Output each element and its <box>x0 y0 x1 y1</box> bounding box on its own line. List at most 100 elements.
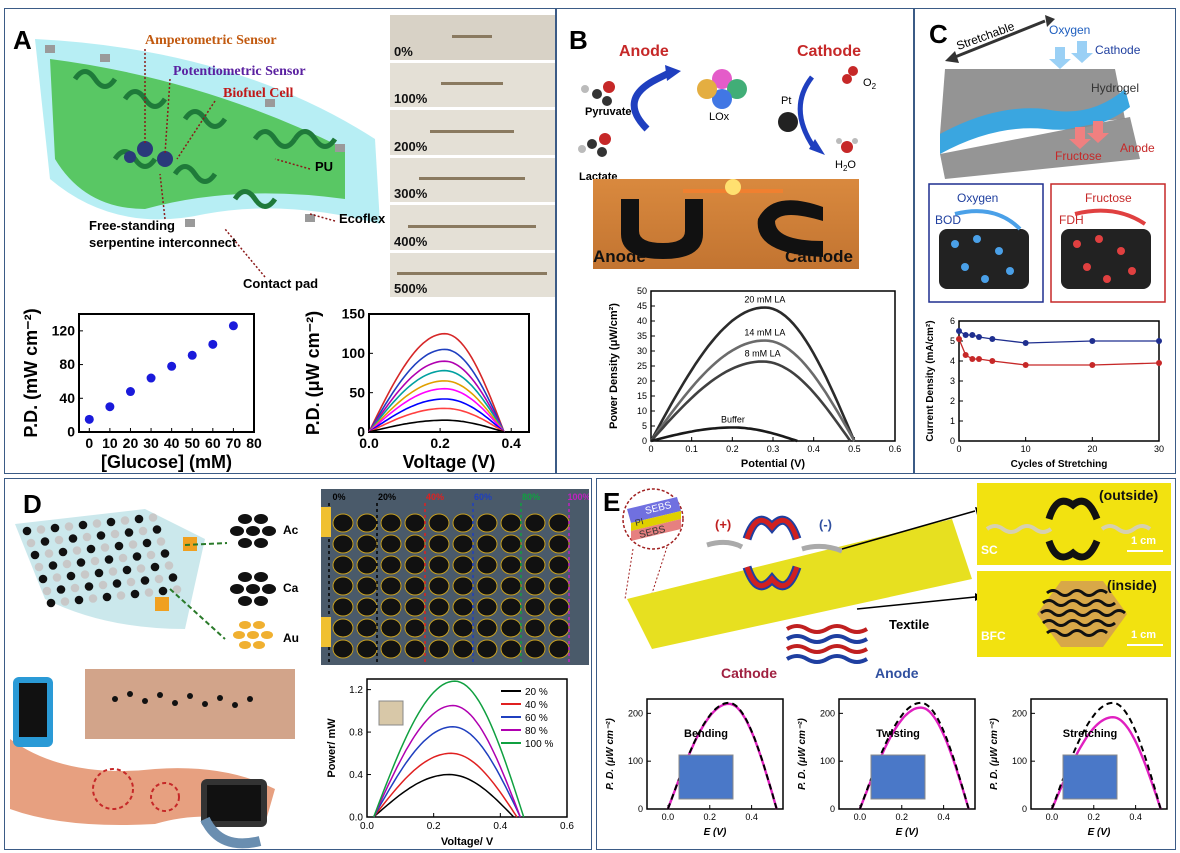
y-axis-label: Current Density (mA/cm²) <box>925 320 936 441</box>
legend-label: 80 % <box>525 726 548 737</box>
callout-contact-pad: Contact pad <box>243 276 319 291</box>
array-dot <box>148 513 158 522</box>
series-line <box>368 398 505 433</box>
array-dot <box>90 556 100 566</box>
y-tick-label: 100 <box>820 756 835 766</box>
array-electrode <box>548 639 570 659</box>
pt-label: Pt <box>781 95 792 107</box>
y-tick-label: 0.8 <box>349 727 363 738</box>
array-electrode <box>356 639 378 659</box>
x-tick-label: 80 <box>246 435 262 451</box>
x-axis-label: E (V) <box>896 827 919 838</box>
series-line <box>958 330 1159 344</box>
callout-free-standing: Free-standing <box>89 218 175 233</box>
strain-marker-label: 20% <box>378 492 396 502</box>
array-electrode <box>452 639 474 659</box>
x-tick-label: 0.0 <box>1046 812 1059 822</box>
series-line <box>368 332 505 433</box>
array-dot <box>118 553 128 563</box>
array-electrode <box>500 513 522 533</box>
x-tick-label: 0.2 <box>430 435 450 451</box>
array-electrode <box>476 555 498 575</box>
x-tick-label: 0.6 <box>560 821 574 832</box>
sc-label: SC <box>981 543 998 557</box>
panel-e: E SEBS SEBS PI (+) (-) Textile Cathode A… <box>596 478 1176 850</box>
series-label: Buffer <box>721 415 745 425</box>
array-electrode <box>356 555 378 575</box>
strain-marker-label: 80% <box>522 492 540 502</box>
array-dot <box>164 561 174 570</box>
array-electrode <box>404 576 426 596</box>
series-line <box>373 726 521 818</box>
x-tick-label: 0.2 <box>1088 812 1101 822</box>
strain-photo: 100% <box>390 62 555 107</box>
array-dot <box>54 535 64 545</box>
array-electrode <box>428 555 450 575</box>
strain-label: 500% <box>394 281 428 296</box>
series-line <box>368 407 505 433</box>
anode-title: Anode <box>619 43 669 60</box>
data-point <box>969 332 976 338</box>
array-dot <box>144 588 154 597</box>
array-dot <box>74 595 84 605</box>
array-electrode <box>356 534 378 554</box>
array-electrode <box>476 639 498 659</box>
x-tick-label: 0.2 <box>896 812 909 822</box>
x-tick-label: 30 <box>1154 444 1164 454</box>
array-dot <box>34 562 44 572</box>
chart-c1-current-density: 0 10 20 30 0 1 2 3 4 5 6 Cycles of Stretching Curren… <box>925 316 1164 470</box>
plot-frame <box>650 290 896 442</box>
array-dot <box>88 594 98 603</box>
array-electrode <box>500 639 522 659</box>
x-tick-label: 0.3 <box>767 444 780 454</box>
data-point <box>1156 360 1162 366</box>
array-dot <box>108 567 118 576</box>
array-dot <box>136 564 146 573</box>
array-electrode <box>476 576 498 596</box>
x-tick-label: 50 <box>184 435 200 451</box>
oxygen-top-label: Oxygen <box>1049 23 1091 37</box>
y-tick-label: 0.4 <box>349 770 363 781</box>
y-tick-label: 5 <box>642 421 647 431</box>
array-dot <box>104 555 114 564</box>
y-tick-label: 1 <box>950 416 955 426</box>
strain-specimen <box>408 224 536 228</box>
strain-specimen <box>452 34 492 38</box>
array-electrode <box>380 597 402 617</box>
array-electrode <box>404 555 426 575</box>
array-dot <box>62 559 72 569</box>
x-tick-label: 0.2 <box>704 812 717 822</box>
array-dot <box>146 550 156 560</box>
y-tick-label: 100 <box>628 756 643 766</box>
y-tick-label: 30 <box>637 346 647 356</box>
inset-photo <box>1062 754 1118 800</box>
array-dot <box>114 541 124 551</box>
series-label: 14 mM LA <box>744 328 785 338</box>
panel-b: B Anode Cathode Pyruvate Lactate LOx Pt … <box>556 8 914 474</box>
y-tick-label: 3 <box>950 376 955 386</box>
data-point <box>125 387 135 397</box>
array-dot <box>78 520 88 530</box>
array-electrode <box>380 618 402 638</box>
array-dot <box>40 537 50 546</box>
x-tick-label: 70 <box>226 435 242 451</box>
chart-b1-power-density: 0 0.1 0.2 0.3 0.4 0.5 0.6 0 5 10 15 20 25 30 35 40 45 50 P… <box>608 286 901 470</box>
array-dot <box>82 532 92 542</box>
minus-label: (-) <box>819 517 832 532</box>
x-axis-label: E (V) <box>704 827 727 838</box>
array-dot <box>154 574 164 584</box>
y-tick-label: 0 <box>950 436 955 446</box>
array-dot <box>172 585 182 594</box>
series-line <box>650 426 798 443</box>
array-dot <box>168 573 178 582</box>
callout-biofuel-cell: Biofuel Cell <box>223 86 294 101</box>
array-dot <box>158 586 168 596</box>
y-tick-label: 15 <box>637 391 647 401</box>
data-point <box>84 414 94 424</box>
panel-d: D Ac Ca Au 0% 20% 40% 60% 80% 100% 0.0 0.2 0.4 0… <box>4 478 592 850</box>
panel-a-illustration <box>35 39 380 278</box>
array-electrode <box>380 555 402 575</box>
array-dot <box>142 538 152 548</box>
array-electrode <box>524 639 546 659</box>
array-dot <box>44 549 54 558</box>
